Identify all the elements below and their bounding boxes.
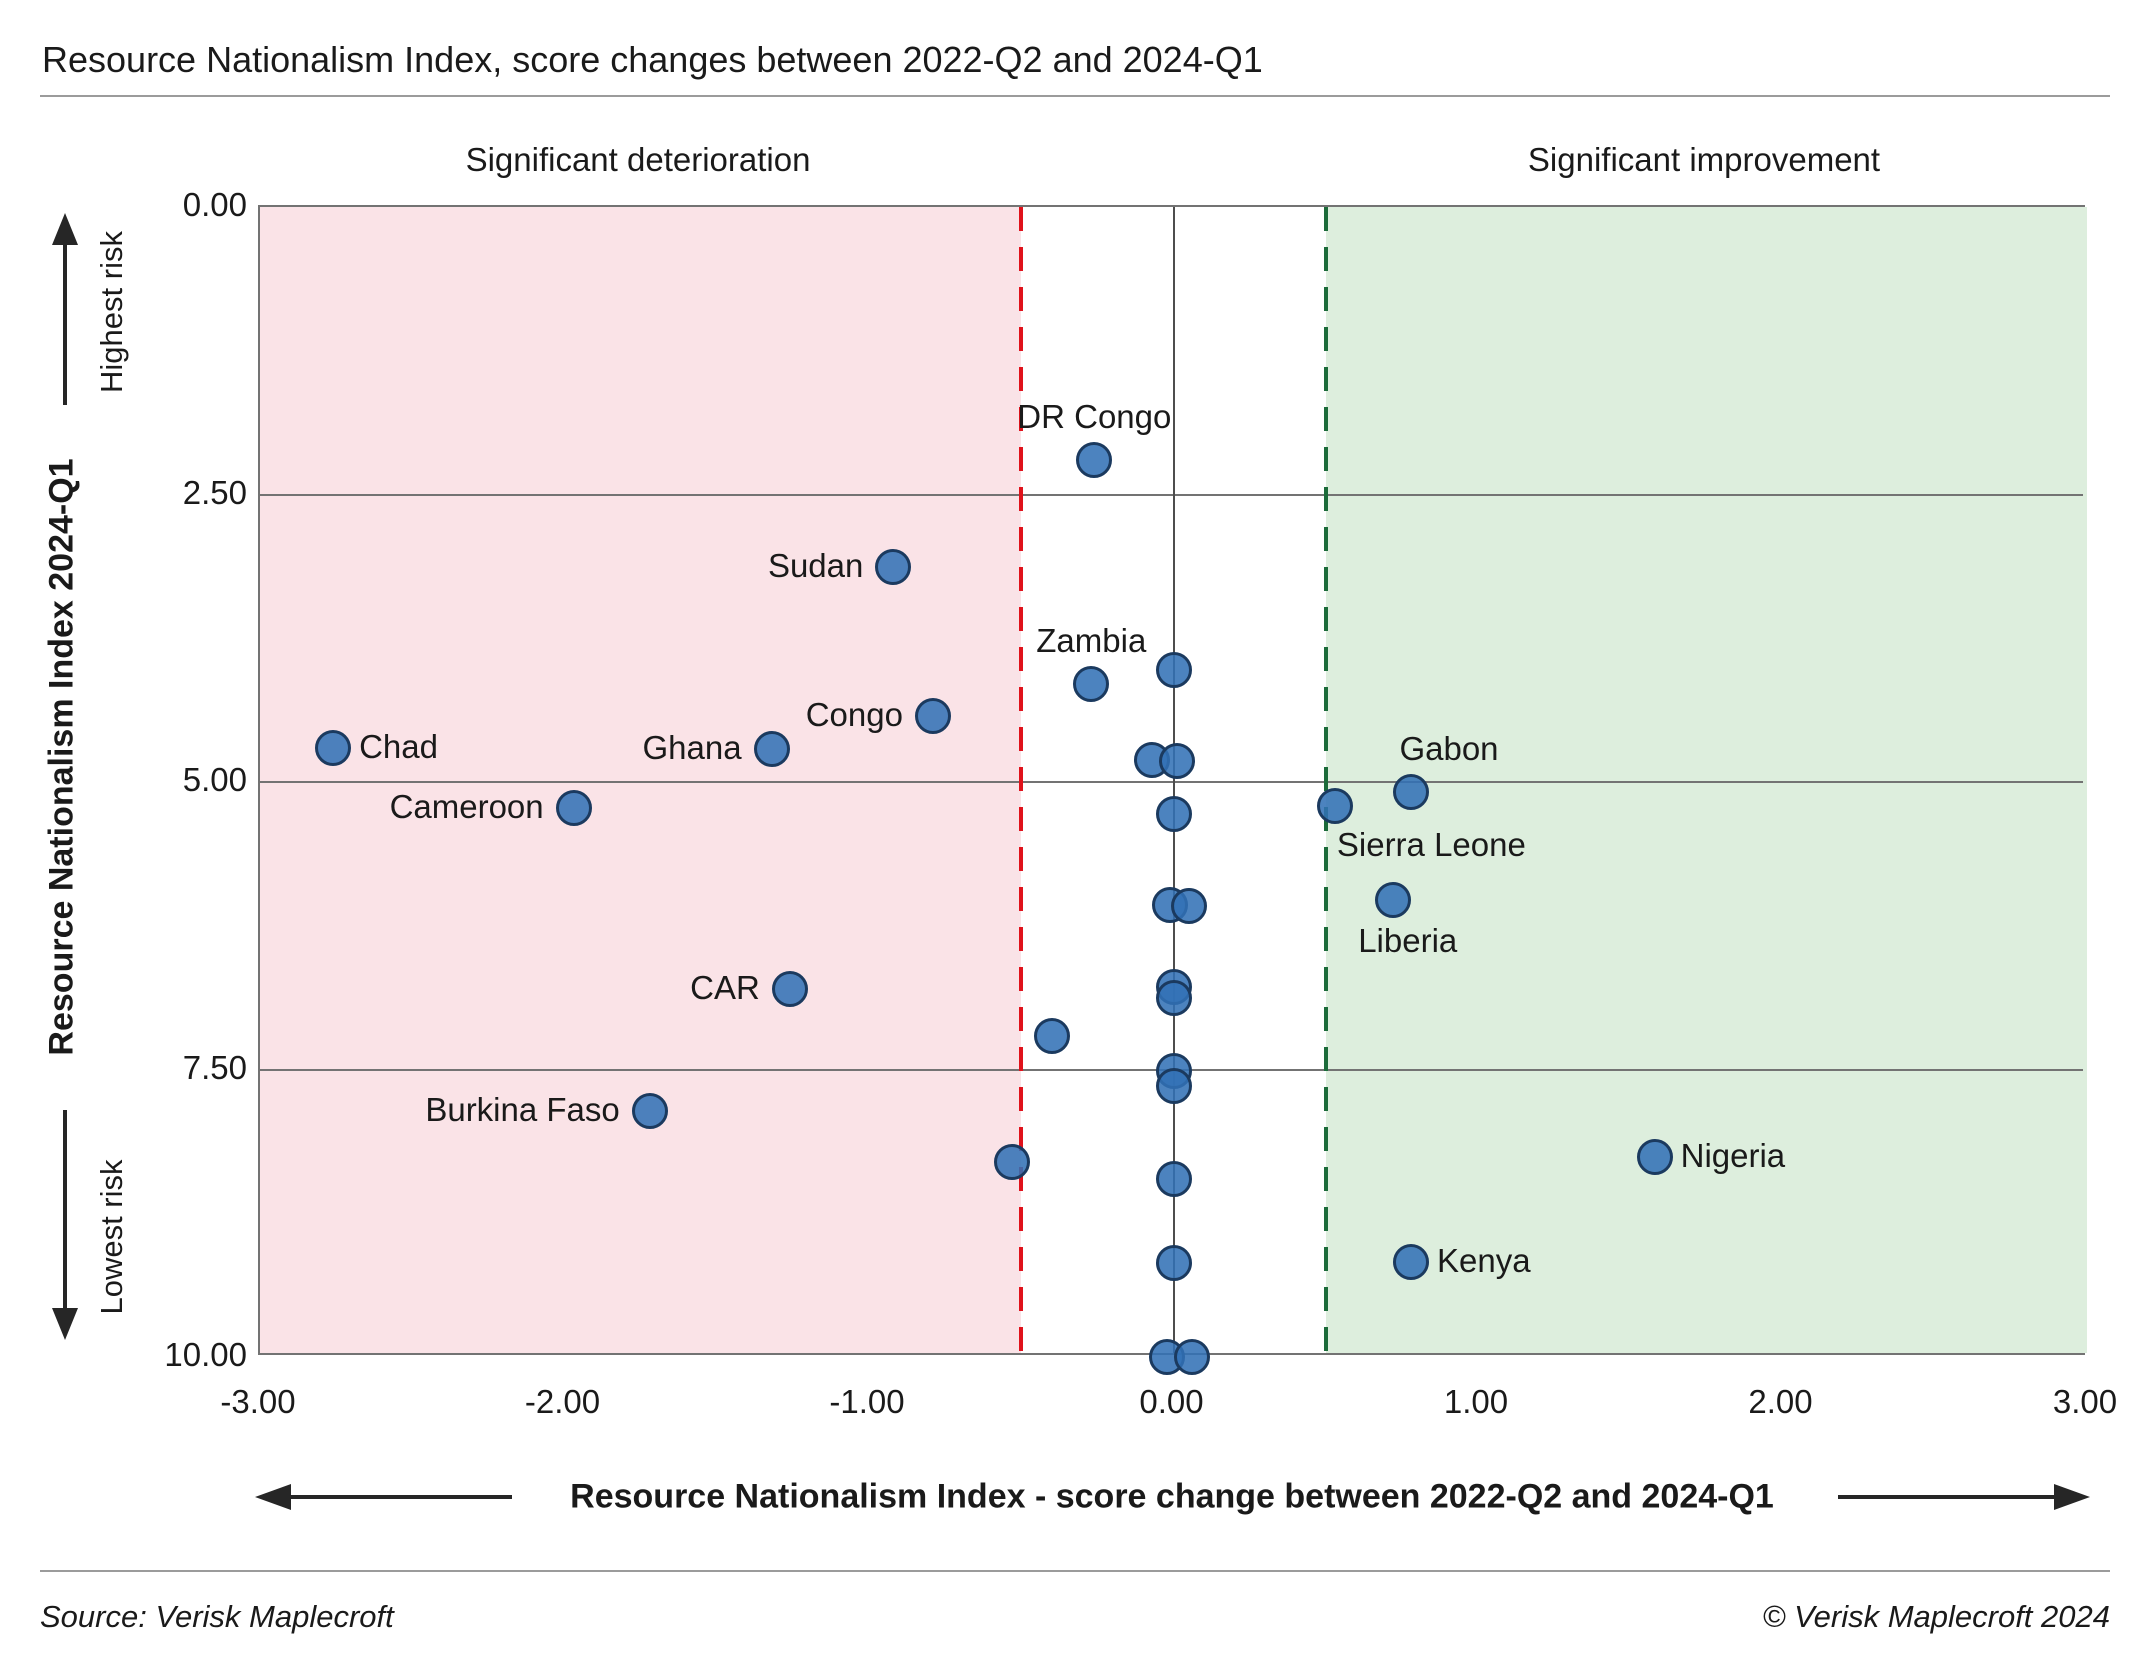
data-point: [1155, 652, 1192, 689]
data-point-car: [771, 971, 808, 1007]
data-point-cameroon: [555, 790, 592, 827]
data-point-liberia: [1374, 882, 1411, 919]
y-axis-up-arrow-icon: [52, 213, 78, 245]
zero-reference-line: [1172, 207, 1175, 1353]
plot-area: DR Congo Sudan Zambia Congo Chad Ghana Gabon Si…: [258, 205, 2087, 1375]
x-tick-label: 2.00: [1748, 1383, 1813, 1420]
data-point-congo: [914, 698, 951, 735]
copyright-note: © Verisk Maplecroft 2024: [1762, 1599, 2110, 1634]
data-point-sudan: [875, 548, 912, 585]
footer-separator: [40, 1570, 2110, 1572]
deterioration-band: [260, 207, 1022, 1353]
x-tick-label: 1.00: [1443, 1383, 1509, 1420]
point-label-liberia: Liberia: [1358, 922, 1458, 960]
data-point: [1155, 980, 1192, 1017]
point-label-gabon: Gabon: [1399, 730, 1499, 768]
data-point-burkina-faso: [631, 1092, 668, 1129]
point-label-nigeria: Nigeria: [1680, 1137, 1786, 1175]
point-label-sudan: Sudan: [767, 547, 864, 585]
data-point: [1173, 1339, 1210, 1375]
point-label-dr-congo: DR Congo: [1017, 398, 1172, 435]
x-axis-title: Resource Nationalism Index - score chang…: [570, 1477, 1774, 1516]
point-label-congo: Congo: [805, 696, 903, 734]
region-label-improvement: Significant improvement: [1527, 141, 1881, 178]
page-title: Resource Nationalism Index, score change…: [42, 39, 1263, 80]
data-point: [1170, 888, 1207, 925]
point-label-car: CAR: [690, 969, 760, 1007]
point-label-ghana: Ghana: [642, 728, 742, 766]
x-tick-label: 3.00: [2052, 1383, 2118, 1420]
x-axis-left-arrow-icon: [255, 1484, 291, 1510]
y-axis-lowest-risk-label: Lowest risk: [94, 1159, 129, 1315]
y-tick-label: 10.00: [164, 1336, 247, 1373]
point-label-kenya: Kenya: [1437, 1241, 1531, 1279]
y-axis-down-arrow-icon: [52, 1308, 78, 1340]
data-point-zambia: [1073, 666, 1110, 703]
data-point-dr-congo: [1076, 442, 1113, 478]
gridline-y-2.50: [260, 493, 2083, 496]
data-point-kenya: [1393, 1243, 1429, 1280]
x-tick-label: -3.00: [220, 1383, 296, 1420]
data-point-sierra-leone: [1316, 788, 1353, 825]
deterioration-threshold-line: [1019, 207, 1024, 1353]
y-tick-label: 0.00: [182, 186, 247, 223]
point-label-burkina-faso: Burkina Faso: [425, 1091, 620, 1129]
data-point: [1158, 743, 1195, 780]
data-point-gabon: [1393, 774, 1429, 811]
data-point: [1155, 1067, 1192, 1104]
title-separator: [40, 95, 2110, 97]
x-axis-left-arrow-shaft: [288, 1495, 512, 1499]
y-axis-up-arrow-shaft: [63, 243, 67, 405]
gridline-y-5.00: [260, 781, 2083, 783]
data-point: [1033, 1018, 1070, 1055]
y-axis-down-arrow-shaft: [63, 1110, 67, 1310]
improvement-band: [1325, 207, 2087, 1353]
point-label-cameroon: Cameroon: [389, 788, 544, 826]
y-tick-label: 7.50: [182, 1048, 247, 1086]
x-tick-label: -1.00: [829, 1383, 905, 1420]
x-axis-right-arrow-shaft: [1838, 1495, 2056, 1499]
data-point-chad: [315, 729, 352, 766]
data-point: [994, 1143, 1031, 1180]
data-point: [1155, 796, 1192, 833]
data-point-nigeria: [1636, 1138, 1673, 1175]
x-tick-label: 0.00: [1139, 1383, 1204, 1420]
x-axis-right-arrow-icon: [2054, 1484, 2090, 1510]
data-point-ghana: [753, 730, 790, 767]
point-label-sierra-leone: Sierra Leone: [1336, 826, 1526, 864]
data-point: [1155, 1244, 1192, 1281]
y-tick-label: 5.00: [182, 761, 247, 798]
region-label-deterioration: Significant deterioration: [465, 141, 811, 178]
x-tick-label: -2.00: [524, 1383, 601, 1420]
y-tick-label: 2.50: [182, 473, 247, 511]
improvement-threshold-line: [1323, 207, 1328, 1353]
point-label-chad: Chad: [359, 727, 438, 765]
point-label-zambia: Zambia: [1036, 622, 1147, 660]
source-note: Source: Verisk Maplecroft: [40, 1599, 394, 1634]
data-point: [1155, 1160, 1192, 1197]
y-axis-highest-risk-label: Highest risk: [94, 231, 129, 393]
y-axis-title: Resource Nationalism Index 2024-Q1: [42, 458, 81, 1056]
